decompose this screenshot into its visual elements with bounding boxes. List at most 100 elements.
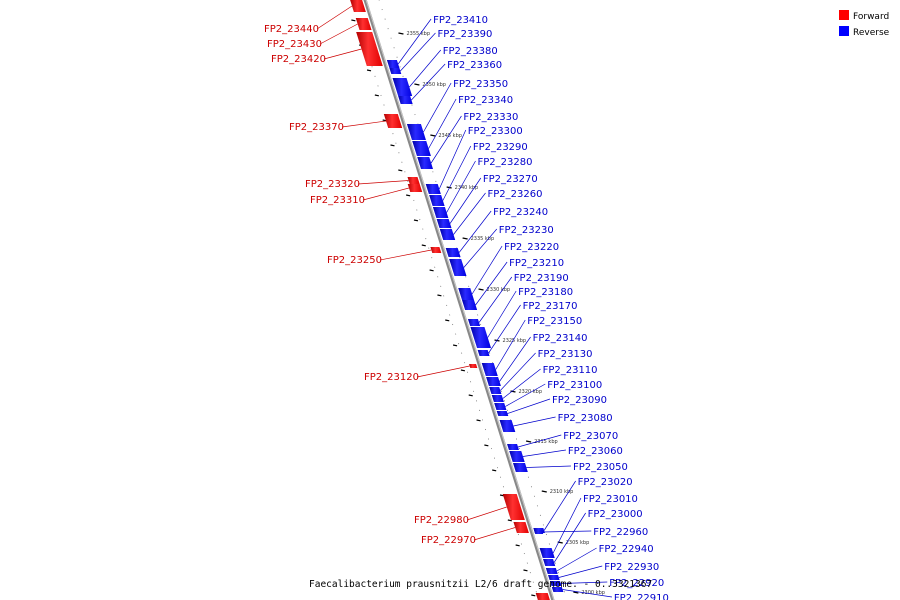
reverse-gene-leader bbox=[495, 319, 526, 370]
forward-gene bbox=[356, 32, 383, 66]
reverse-gene-label: FP2_23150 bbox=[527, 316, 582, 327]
reverse-gene-leader bbox=[442, 145, 472, 201]
minor-tick-left bbox=[460, 369, 466, 372]
scale-tick-label: 2300 kbp bbox=[581, 590, 605, 596]
reverse-gene bbox=[458, 288, 474, 300]
reverse-gene-label: FP2_23410 bbox=[433, 15, 488, 26]
scale-ticks-layer: 2355 kbp 2350 kbp 2345 kbp 2340 kbp 2335 kbp… bbox=[351, 19, 605, 597]
reverse-gene bbox=[398, 96, 413, 104]
minor-tick-left bbox=[421, 244, 426, 247]
reverse-gene-leader bbox=[500, 352, 536, 391]
reverse-gene-label: FP2_23020 bbox=[578, 477, 633, 488]
reverse-gene-leader bbox=[542, 530, 592, 533]
reverse-gene-label: FP2_23260 bbox=[488, 189, 543, 200]
reverse-gene-leader bbox=[507, 398, 551, 414]
reverse-gene-label: FP2_23210 bbox=[509, 258, 564, 269]
scale-tick-label: 2355 kbp bbox=[406, 31, 430, 37]
reverse-gene-label: FP2_23140 bbox=[533, 333, 588, 344]
reverse-gene-leader bbox=[556, 547, 597, 572]
reverse-gene bbox=[417, 157, 434, 169]
reverse-gene-label: FP2_23060 bbox=[568, 446, 623, 457]
reverse-gene bbox=[539, 548, 555, 558]
reverse-gene-label: FP2_23100 bbox=[547, 380, 602, 391]
minor-tick-left bbox=[484, 444, 489, 447]
reverse-gene bbox=[389, 68, 402, 74]
reverse-gene-leader bbox=[453, 192, 486, 235]
genome-backbone-highlight bbox=[365, 0, 555, 600]
reverse-gene bbox=[494, 403, 507, 410]
scale-tick-label: 2340 kbp bbox=[455, 185, 479, 191]
reverse-gene-label: FP2_23240 bbox=[493, 207, 548, 218]
reverse-gene bbox=[499, 420, 516, 432]
reverse-gene bbox=[445, 248, 461, 257]
forward-gene bbox=[407, 177, 420, 184]
reverse-gene-label: FP2_23190 bbox=[514, 273, 569, 284]
minor-tick-left bbox=[374, 94, 379, 97]
scale-tick bbox=[541, 490, 547, 493]
minor-tick-left bbox=[476, 419, 481, 422]
reverse-gene-label: FP2_22960 bbox=[593, 527, 648, 538]
forward-gene-label: FP2_23310 bbox=[310, 195, 365, 206]
reverse-gene-leader bbox=[449, 177, 482, 224]
reverse-gene-leader bbox=[560, 581, 608, 584]
forward-gene-leader bbox=[466, 506, 507, 521]
reverse-gene-label: FP2_23110 bbox=[543, 365, 598, 376]
minor-tick-left bbox=[515, 544, 520, 547]
genome-backbone bbox=[363, 0, 555, 600]
scale-tick bbox=[462, 237, 468, 240]
forward-gene-leader bbox=[416, 365, 470, 378]
reverse-gene-leader bbox=[553, 512, 586, 563]
reverse-gene bbox=[432, 207, 449, 218]
reverse-gene bbox=[429, 195, 445, 206]
legend-forward-swatch bbox=[839, 10, 849, 20]
scale-tick bbox=[573, 591, 579, 594]
scale-tick-label: 2320 kbp bbox=[518, 389, 542, 395]
minor-tick-left bbox=[413, 219, 419, 222]
reverse-gene-leader bbox=[458, 210, 492, 253]
reverse-gene bbox=[489, 387, 502, 394]
legend-reverse-label: Reverse bbox=[853, 28, 890, 38]
scale-tick-label: 2310 kbp bbox=[550, 489, 574, 495]
forward-gene-label: FP2_22980 bbox=[414, 515, 469, 526]
forward-gene-leader bbox=[323, 48, 362, 60]
reverse-gene-label: FP2_23000 bbox=[588, 509, 643, 520]
scale-tick bbox=[414, 83, 420, 86]
reverse-gene-leader bbox=[430, 115, 462, 164]
reverse-gene-label: FP2_23070 bbox=[563, 431, 618, 442]
minor-tick-left bbox=[452, 344, 458, 347]
reverse-gene-label: FP2_23170 bbox=[523, 301, 578, 312]
forward-gene bbox=[502, 494, 525, 520]
map-caption: Faecalibacterium prausnitzii L2/6 draft … bbox=[309, 579, 652, 590]
minor-tick-left bbox=[351, 19, 356, 22]
reverse-gene-label: FP2_23390 bbox=[437, 29, 492, 40]
reverse-gene-leader bbox=[502, 368, 541, 399]
reverse-gene-label: FP2_23010 bbox=[583, 494, 638, 505]
reverse-gene-label: FP2_23350 bbox=[453, 79, 508, 90]
reverse-gene-label: FP2_23360 bbox=[447, 60, 502, 71]
minor-tick-left bbox=[429, 269, 434, 272]
scale-tick-label: 2350 kbp bbox=[422, 82, 446, 88]
forward-gene bbox=[407, 184, 423, 192]
forward-gene bbox=[383, 114, 403, 128]
scale-tick-label: 2335 kbp bbox=[471, 236, 495, 242]
reverse-gene bbox=[543, 559, 556, 566]
reverse-gene-label: FP2_22920 bbox=[609, 578, 664, 589]
reverse-gene-leader bbox=[543, 480, 576, 531]
minor-tick-left bbox=[523, 569, 528, 572]
forward-gene-leader bbox=[379, 249, 432, 261]
minor-tick-left bbox=[398, 169, 403, 172]
scale-tick bbox=[478, 288, 484, 291]
scale-tick-label: 2305 kbp bbox=[566, 540, 590, 546]
reverse-gene-leader bbox=[400, 32, 436, 72]
forward-gene-leader bbox=[316, 5, 353, 30]
minor-tick-left bbox=[390, 144, 395, 147]
minor-tick-left bbox=[437, 294, 442, 297]
reverse-gene bbox=[392, 78, 413, 96]
minor-tick-left bbox=[406, 194, 411, 197]
reverse-gene-leader bbox=[526, 465, 571, 468]
forward-gene-leader bbox=[473, 527, 516, 541]
reverse-gene bbox=[496, 411, 509, 416]
scale-tick bbox=[510, 390, 516, 393]
reverse-gene-leader bbox=[397, 18, 432, 65]
